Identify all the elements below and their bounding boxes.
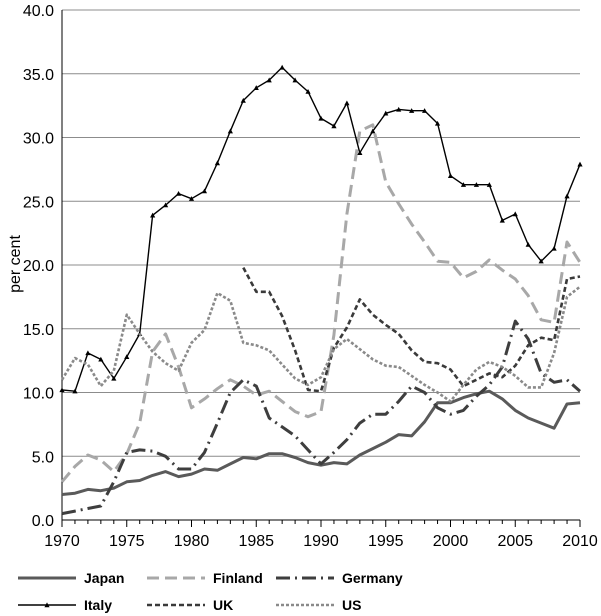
series-line-us (60, 285, 581, 403)
data-point-italy (434, 120, 441, 126)
y-tick-label: 30.0 (23, 131, 54, 148)
data-point-italy (383, 110, 389, 116)
x-tick-label: 1980 (174, 533, 210, 550)
data-point-italy (318, 115, 324, 121)
data-point-italy (396, 106, 402, 112)
data-point-italy (175, 191, 182, 196)
data-point-italy (564, 193, 570, 199)
series-line-germany (61, 319, 581, 516)
legend-label-us: US (342, 597, 361, 613)
data-point-italy (253, 85, 259, 90)
data-point-italy (409, 108, 415, 113)
x-tick-label: 2005 (497, 533, 533, 550)
series-lines (59, 64, 583, 516)
data-point-italy (85, 350, 91, 356)
data-point-italy (331, 123, 337, 129)
series-line-uk (242, 266, 581, 393)
y-tick-label: 40.0 (23, 3, 54, 20)
axes (61, 10, 581, 527)
x-tick-label: 1990 (303, 533, 339, 550)
data-point-italy (499, 217, 505, 223)
x-tick-labels: 1970 1975 1980 1985 1990 1995 2000 2005 2010 (44, 533, 598, 550)
data-point-italy (422, 108, 428, 113)
legend-marker-italy (44, 602, 50, 608)
y-tick-label: 0.0 (32, 513, 54, 530)
y-tick-label: 25.0 (23, 194, 54, 211)
data-point-italy (188, 196, 195, 201)
x-tick-label: 2000 (433, 533, 469, 550)
data-point-italy (279, 64, 285, 70)
data-point-italy (357, 150, 363, 155)
data-point-italy (344, 100, 350, 106)
data-point-italy (370, 128, 376, 134)
data-point-italy (98, 356, 104, 362)
data-point-italy (486, 182, 492, 187)
data-point-italy (551, 245, 557, 251)
x-tick-label: 1975 (109, 533, 145, 550)
y-tick-label: 5.0 (32, 449, 54, 466)
data-point-italy (111, 375, 117, 381)
legend-label-finland: Finland (213, 570, 263, 586)
data-point-italy (292, 77, 298, 83)
data-point-italy (214, 160, 220, 166)
y-tick-labels: 0.0 5.0 10.0 15.0 20.0 25.0 30.0 35.0 40.0 (23, 3, 54, 530)
y-tick-label: 15.0 (23, 322, 54, 339)
x-tick-label: 2010 (562, 533, 598, 550)
data-point-italy (59, 387, 65, 393)
x-tick-label: 1995 (368, 533, 404, 550)
legend-label-italy: Italy (84, 597, 112, 613)
x-tick-label: 1970 (44, 533, 80, 550)
legend-label-germany: Germany (342, 570, 403, 586)
data-point-italy (447, 173, 454, 178)
gridlines (62, 9, 580, 457)
data-point-italy (163, 202, 169, 208)
data-point-italy (150, 212, 156, 218)
data-point-italy (473, 182, 479, 187)
legend-label-japan: Japan (84, 570, 124, 586)
data-point-italy (305, 89, 311, 94)
y-tick-label: 35.0 (23, 67, 54, 84)
x-tick-label: 1985 (238, 533, 274, 550)
y-tick-label: 20.0 (23, 258, 54, 275)
data-point-italy (460, 182, 467, 187)
legend: Japan Finland Germany Italy UK US (18, 570, 403, 613)
data-point-italy (525, 242, 531, 247)
data-point-italy (266, 77, 272, 83)
data-point-italy (577, 161, 583, 167)
data-point-italy (124, 354, 130, 359)
data-point-italy (538, 258, 544, 264)
y-tick-label: 10.0 (23, 386, 54, 403)
data-point-italy (512, 211, 518, 217)
series-line-finland (60, 123, 582, 483)
y-axis-title: per cent (7, 235, 24, 293)
data-point-italy (201, 188, 208, 194)
data-point-italy (227, 128, 233, 134)
data-point-italy (240, 97, 246, 103)
legend-label-uk: UK (213, 597, 233, 613)
data-point-italy (72, 388, 78, 394)
